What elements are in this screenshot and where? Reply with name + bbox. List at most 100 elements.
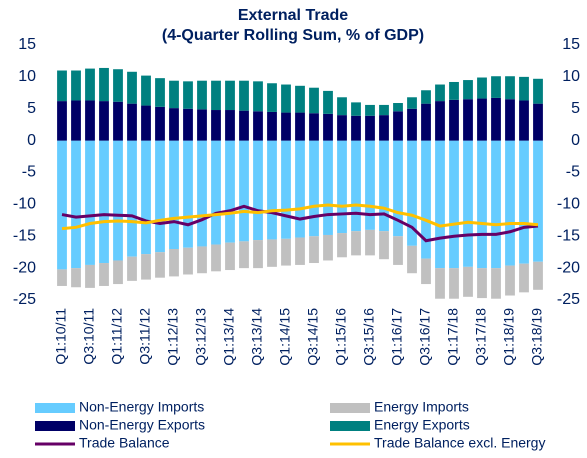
line [61,203,539,231]
bar [57,101,67,141]
bar [351,115,361,141]
bar [491,76,501,98]
bar [141,105,151,141]
bar [519,263,529,293]
bar [463,140,473,267]
bar [533,103,543,141]
bar [365,229,375,256]
bar [141,75,151,106]
bar [379,140,389,232]
bar [113,69,123,102]
bar [421,258,431,285]
bar [211,80,221,111]
bar [169,80,179,109]
bar [253,240,263,269]
bar [295,85,305,113]
x-tick-label: Q3:11/12 [137,308,153,365]
bar [295,112,305,141]
bar [421,90,431,104]
bar [379,104,389,116]
bar [211,140,221,245]
bar [421,140,431,259]
y-tick-label: -10 [13,196,36,213]
bar [225,242,235,271]
bar [225,110,235,141]
bar [183,140,193,248]
y-tick-label: 10 [18,68,36,85]
x-tick-label: Q1:14/15 [277,308,293,366]
y2-tick-label: -25 [557,291,580,308]
bar [477,140,487,269]
bar [239,110,249,141]
bar [155,252,165,278]
bar [505,76,515,100]
bar [393,236,403,265]
bar [351,102,361,116]
y-tick-label: -15 [13,227,36,244]
bar [505,140,515,266]
bar [533,78,543,104]
x-tick-label: Q3:17/18 [473,308,489,366]
bar [99,263,109,286]
line [61,204,539,243]
y-tick-label: 5 [27,100,36,117]
bar [323,113,333,141]
y2-tick-label: -15 [557,227,580,244]
bar [463,80,473,100]
bar [155,106,165,141]
bar [337,115,347,141]
x-tick-label: Q1:10/11 [53,308,69,365]
bar [155,140,165,253]
bar [463,99,473,141]
bar [113,260,123,285]
x-tick-label: Q1:16/17 [389,308,405,366]
bar [57,70,67,102]
bar [169,140,179,249]
bar [71,70,81,101]
bar [253,81,263,112]
x-tick-label: Q3:16/17 [417,308,433,366]
bar [491,140,501,269]
bar [477,268,487,299]
y2-tick-label: 15 [562,36,580,53]
bar [127,140,137,257]
bar [183,247,193,275]
x-tick-label: Q3:12/13 [193,308,209,366]
x-tick-label: Q1:17/18 [445,308,461,366]
bar [337,140,347,234]
bar [57,140,67,270]
bar [239,80,249,111]
bar [393,111,403,141]
bar [211,110,221,141]
bar [99,140,109,264]
bar [365,115,375,141]
bar [281,112,291,141]
bar [225,140,235,243]
bar [449,99,459,141]
bar [421,103,431,141]
bar [281,140,291,239]
legend-label: Trade Balance excl. Energy [374,435,545,451]
bar [71,100,81,141]
bar [253,111,263,141]
bar [169,249,179,277]
bar [85,100,95,141]
bar [197,246,207,274]
bar [407,97,417,109]
bar [239,140,249,242]
bar [309,236,319,264]
bar [309,140,319,237]
bar [491,268,501,299]
bar [393,140,403,237]
bar [519,140,529,264]
y2-tick-label: -5 [566,164,580,181]
bar [491,97,501,141]
legend-swatch [330,421,370,431]
bar [393,103,403,112]
y-tick-label: 15 [18,36,36,53]
bar [197,109,207,141]
bar [449,140,459,269]
bar [169,108,179,141]
bar [505,99,515,141]
bar [351,231,361,256]
